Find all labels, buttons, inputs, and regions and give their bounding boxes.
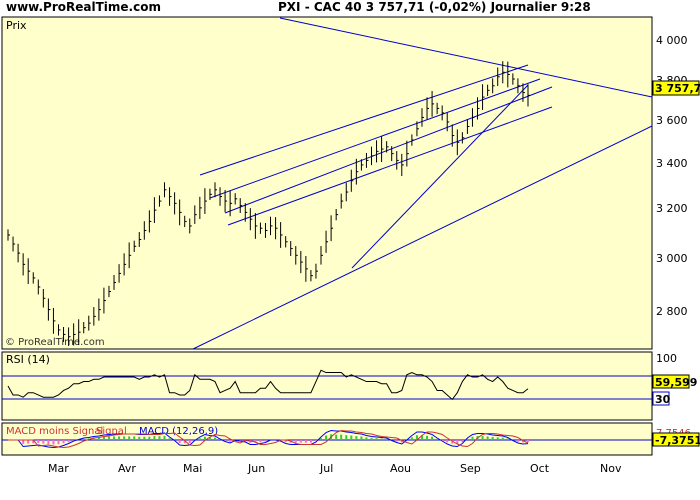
macd-histogram — [22, 434, 529, 445]
trendline-channel-bottom — [227, 106, 553, 226]
price-y-axis: 4 000 3 800 3 600 3 400 3 200 3 000 2 80… — [656, 34, 688, 318]
rsi-panel — [1, 351, 653, 421]
x-label-aou: Aou — [390, 462, 411, 475]
y-tick-2800: 2 800 — [656, 305, 688, 318]
x-label-jun: Jun — [247, 462, 265, 475]
macd-label-macd: MACD (12,26,9) — [139, 426, 218, 437]
x-label-mai: Mai — [183, 462, 202, 475]
macd-line — [8, 429, 529, 449]
last-price-badge — [652, 80, 700, 96]
trendline-long-support — [192, 125, 653, 350]
rsi-badge-value: 59,599 — [655, 376, 697, 389]
price-panel — [1, 16, 653, 350]
macd-badge — [652, 432, 700, 447]
watermark: © ProRealTime.com — [5, 337, 105, 348]
rsi-badge — [652, 374, 690, 389]
y-tick-3600: 3 600 — [656, 114, 688, 127]
rsi-label: RSI (14) — [6, 353, 50, 366]
x-label-mar: Mar — [48, 462, 69, 475]
chart-title: PXI - CAC 40 3 757,71 (-0,02%) Journalie… — [278, 0, 591, 14]
trendline-steep — [351, 84, 529, 269]
y-tick-3000: 3 000 — [656, 252, 688, 265]
signal-line — [8, 429, 529, 449]
trendline-channel-mid — [209, 78, 541, 199]
price-label: Prix — [6, 19, 27, 32]
y-tick-4000: 4 000 — [656, 34, 688, 47]
trendline-channel-mid2 — [224, 86, 553, 214]
x-label-avr: Avr — [118, 462, 136, 475]
price-bars — [7, 61, 530, 346]
last-price-value: 3 757,71 — [655, 82, 700, 95]
rsi-level-value: 30 — [655, 393, 671, 406]
rsi-tick-100: 100 — [656, 352, 677, 365]
macd-badge-value: -7,3751 — [655, 434, 700, 447]
x-label-oct: Oct — [530, 462, 550, 475]
x-label-sep: Sep — [460, 462, 481, 475]
y-tick-3200: 3 200 — [656, 202, 688, 215]
y-tick-3400: 3 400 — [656, 157, 688, 170]
trendlines — [192, 17, 653, 350]
trendline-channel-top — [199, 64, 529, 176]
macd-label-signal: Signal — [96, 426, 127, 437]
trendline-resistance — [279, 17, 653, 98]
x-label-jul: Jul — [319, 462, 333, 475]
rsi-level-badge — [652, 391, 670, 406]
x-label-nov: Nov — [600, 462, 622, 475]
rsi-line — [7, 369, 529, 401]
site-name: www.ProRealTime.com — [6, 0, 161, 14]
macd-label-prefix: MACD moins Signal — [6, 426, 103, 437]
x-axis: Mar Avr Mai Jun Jul Aou Sep Oct Nov — [48, 462, 622, 475]
